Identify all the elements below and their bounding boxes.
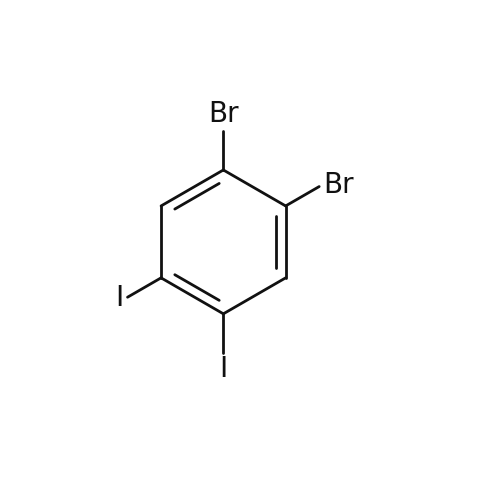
Text: Br: Br xyxy=(208,100,239,128)
Text: I: I xyxy=(115,284,124,312)
Text: I: I xyxy=(219,355,228,384)
Text: Br: Br xyxy=(323,171,354,199)
